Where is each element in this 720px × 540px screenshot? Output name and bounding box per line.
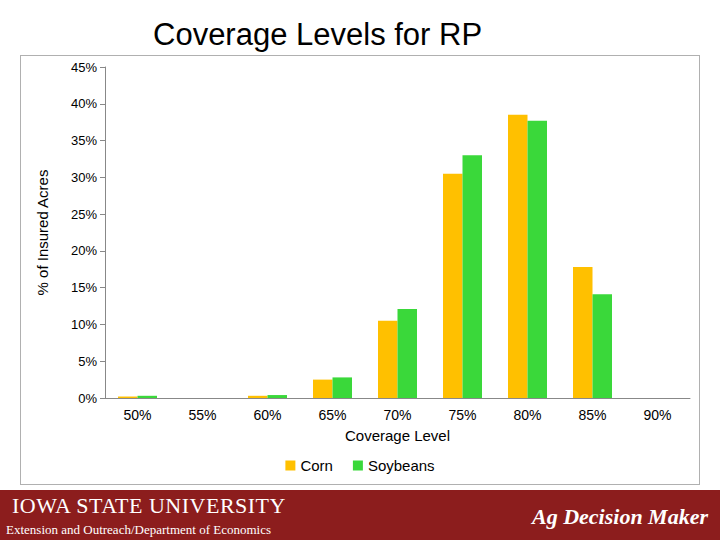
svg-text:5%: 5% xyxy=(78,354,97,369)
svg-text:85%: 85% xyxy=(578,407,606,423)
svg-text:40%: 40% xyxy=(71,96,97,111)
svg-text:Soybeans: Soybeans xyxy=(368,457,435,474)
svg-text:75%: 75% xyxy=(448,407,476,423)
svg-text:Corn: Corn xyxy=(300,457,333,474)
html-text:Extension and Outreach/Departm: Extension and Outreach/Department of Eco… xyxy=(6,522,271,537)
svg-text:0%: 0% xyxy=(78,391,97,406)
html-text:IOWA STATE UNIVERSITY: IOWA STATE UNIVERSITY xyxy=(12,493,286,518)
svg-text:20%: 20% xyxy=(71,243,97,258)
svg-text:10%: 10% xyxy=(71,317,97,332)
svg-text:90%: 90% xyxy=(643,407,671,423)
svg-text:15%: 15% xyxy=(71,280,97,295)
svg-text:60%: 60% xyxy=(253,407,281,423)
svg-text:30%: 30% xyxy=(71,170,97,185)
svg-text:25%: 25% xyxy=(71,207,97,222)
svg-text:50%: 50% xyxy=(123,407,151,423)
svg-text:45%: 45% xyxy=(71,60,97,75)
svg-text:65%: 65% xyxy=(318,407,346,423)
svg-text:70%: 70% xyxy=(383,407,411,423)
svg-text:Coverage Level: Coverage Level xyxy=(345,427,450,444)
svg-text:55%: 55% xyxy=(188,407,216,423)
svg-text:% of Insured Acres: % of Insured Acres xyxy=(34,170,51,296)
svg-text:80%: 80% xyxy=(513,407,541,423)
svg-text:35%: 35% xyxy=(71,133,97,148)
html-text:Ag Decision Maker: Ag Decision Maker xyxy=(532,504,708,529)
svg-text:Coverage Levels for RP: Coverage Levels for RP xyxy=(153,17,482,52)
